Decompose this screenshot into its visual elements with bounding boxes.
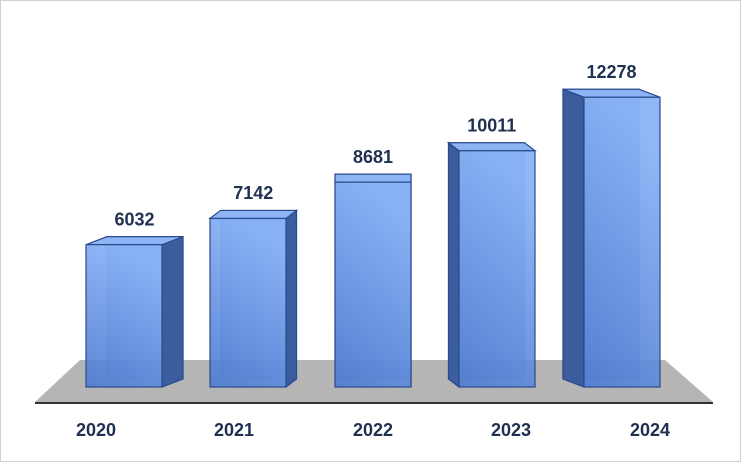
value-label: 8681 — [353, 147, 393, 167]
bar-top — [334, 173, 412, 183]
bar-front — [209, 217, 287, 388]
bar-top — [446, 142, 537, 152]
bar — [446, 141, 537, 389]
x-tick-label: 2020 — [76, 420, 116, 440]
bar-top — [208, 209, 299, 220]
bar-front — [458, 150, 536, 388]
x-tick-label: 2021 — [214, 420, 254, 440]
bar-side — [562, 88, 585, 388]
bar-front — [85, 244, 163, 388]
bar-side — [161, 235, 184, 388]
x-tick-label: 2022 — [353, 420, 393, 440]
bar-front — [334, 181, 412, 388]
bar — [334, 173, 412, 388]
bars — [85, 88, 661, 389]
bar — [208, 209, 299, 389]
x-tick-label: 2023 — [491, 420, 531, 440]
value-label: 6032 — [114, 209, 154, 229]
value-label: 7142 — [233, 183, 273, 203]
value-label: 12278 — [586, 62, 636, 82]
bar-side — [285, 209, 298, 389]
bar — [85, 235, 184, 388]
x-tick-label: 2024 — [630, 420, 670, 440]
value-label: 10011 — [467, 115, 516, 135]
bar — [562, 88, 661, 388]
bar-front — [583, 96, 661, 388]
bar-side — [447, 141, 460, 389]
